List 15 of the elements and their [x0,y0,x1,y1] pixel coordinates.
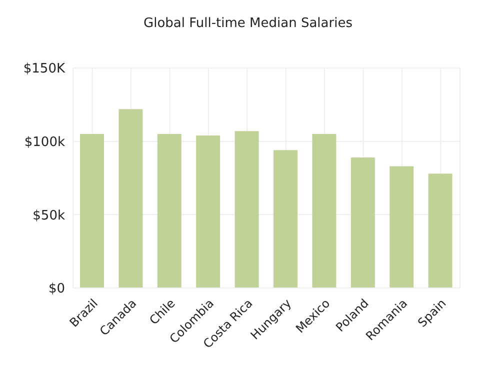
bar [350,157,375,288]
y-tick-label: $50k [32,208,66,224]
y-tick-label: $0 [48,282,65,297]
chart-title: Global Full-time Median Salaries [142,16,354,31]
bar [390,166,414,288]
bar [196,135,220,288]
bar [428,174,452,288]
bar [312,134,336,288]
bar [157,134,182,288]
bar [234,131,259,288]
y-tick-label: $100k [24,134,66,150]
bar [274,150,298,288]
bar [118,109,143,288]
y-tick-label: $150K [23,62,66,77]
bar [80,134,104,288]
